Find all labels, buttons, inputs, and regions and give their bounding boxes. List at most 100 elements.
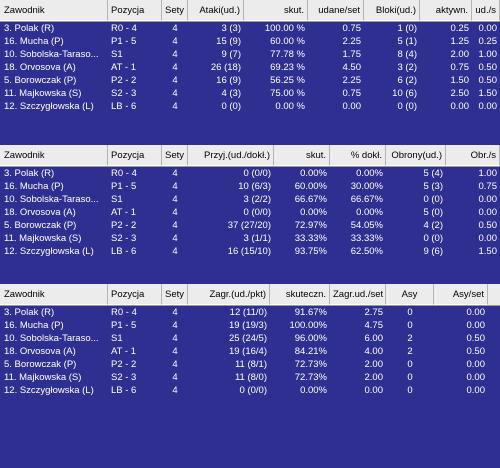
table-cell: 0 — [407, 385, 413, 396]
table-cell: 19 (19/3) — [228, 320, 267, 331]
player-name-cell: 10. Sobolska-Taraso... — [4, 194, 99, 205]
table-row[interactable]: 16. Mucha (P) P1 - 5 4 10 (6/3) 60.00% 30.00%… — [0, 180, 500, 193]
column-header[interactable]: % dokł. — [330, 145, 386, 166]
table-cell: 0.00 — [466, 320, 486, 331]
table-cell: 75.00 % — [270, 88, 305, 99]
table-cell: 0 — [407, 320, 413, 331]
column-header[interactable]: skut. — [274, 145, 330, 166]
table-row[interactable]: 11. Majkowska (S) S2 - 3 4 3 (1/1) 33.33% 33.… — [0, 232, 500, 245]
table-cell: 66.67% — [294, 194, 327, 205]
table-cell: 96.00% — [294, 333, 327, 344]
table-row[interactable]: 10. Sobolska-Taraso... S1 4 25 (24/5) 96.00%… — [0, 332, 500, 345]
table-cell: 0.00 — [478, 207, 498, 218]
column-header[interactable]: Sety — [162, 0, 188, 21]
table-cell: 0.00 — [450, 101, 470, 112]
table-row[interactable]: 5. Borowczak (P) P2 - 2 4 37 (27/20) 72.97% 5… — [0, 219, 500, 232]
column-header[interactable]: Pozycja — [108, 145, 162, 166]
table-cell: 72.97% — [294, 220, 327, 231]
column-header[interactable]: Sety — [162, 145, 188, 166]
column-header[interactable]: udane/set — [308, 0, 364, 21]
table-row[interactable]: 12. Szczygłowska (L) LB - 6 4 0 (0/0) 0.00% 0… — [0, 384, 500, 397]
table-cell: 4 — [172, 194, 178, 205]
table-cell: 0.00 % — [275, 101, 305, 112]
table-cell: 4 (2) — [423, 220, 443, 231]
table-cell: 0.50 — [478, 220, 498, 231]
table-cell: 0.75 — [450, 62, 470, 73]
table-row[interactable]: 3. Polak (R) R0 - 4 4 12 (11/0) 91.67% 2.75 0 0… — [0, 306, 500, 319]
column-header[interactable]: Przyj.(ud./dokł.) — [188, 145, 274, 166]
column-header[interactable]: Zawodnik — [0, 284, 108, 305]
column-header-row: Zawodnik Pozycja Sety Zagr.(ud./pkt) skutecz… — [0, 284, 500, 306]
table-cell: 0.50 — [478, 75, 498, 86]
table-row[interactable]: 16. Mucha (P) P1 - 5 4 15 (9) 60.00 % 2.25 5 (… — [0, 35, 500, 48]
column-header[interactable]: Bloki(ud.) — [364, 0, 420, 21]
table-row[interactable]: 12. Szczygłowska (L) LB - 6 4 0 (0) 0.00 % 0.… — [0, 100, 500, 113]
column-header[interactable]: ud./s — [472, 0, 500, 21]
column-header[interactable]: Zagr.ud./set — [330, 284, 386, 305]
attack-block-stats-table: Zawodnik Pozycja Sety Ataki(ud.) skut. udane/… — [0, 0, 500, 113]
table-row[interactable]: 11. Majkowska (S) S2 - 3 4 11 (8/0) 72.73% 2.… — [0, 371, 500, 384]
column-header[interactable]: Zagr.(ud./pkt) — [188, 284, 270, 305]
table-cell: 3 (2) — [397, 62, 417, 73]
table-cell: 4 — [172, 75, 178, 86]
table-cell: 30.00% — [350, 181, 383, 192]
table-row[interactable]: 5. Borowczak (P) P2 - 2 4 11 (8/1) 72.73% 2.0… — [0, 358, 500, 371]
table-row[interactable]: 3. Polak (R) R0 - 4 4 0 (0/0) 0.00% 0.00% 5 (4… — [0, 167, 500, 180]
table-row[interactable]: 3. Polak (R) R0 - 4 4 3 (3) 100.00 % 0.75 1 (0… — [0, 22, 500, 35]
column-header[interactable]: Asy — [386, 284, 434, 305]
table-cell: 2.00 — [364, 372, 384, 383]
column-header[interactable]: Ataki(ud.) — [188, 0, 244, 21]
table-cell: 4 — [172, 233, 178, 244]
table-row[interactable]: 10. Sobolska-Taraso... S1 4 3 (2/2) 66.67% 66… — [0, 193, 500, 206]
table-cell: 6.00 — [364, 333, 384, 344]
table-cell: 62.50% — [350, 246, 383, 257]
table-row[interactable]: 5. Borowczak (P) P2 - 2 4 16 (9) 56.25 % 2.25… — [0, 74, 500, 87]
table-cell: 72.73% — [294, 372, 327, 383]
column-header[interactable]: Sety — [162, 284, 188, 305]
table-cell: 0.25 — [478, 36, 498, 47]
table-cell: 15 (9) — [216, 36, 241, 47]
table-cell: 54.05% — [350, 220, 383, 231]
player-name-cell: 18. Orvosova (A) — [4, 346, 76, 357]
table-row[interactable]: 16. Mucha (P) P1 - 5 4 19 (19/3) 100.00% 4.75… — [0, 319, 500, 332]
table-cell: 16 (9) — [216, 75, 241, 86]
column-header[interactable]: Asy/set — [434, 284, 488, 305]
player-name-cell: 11. Majkowska (S) — [4, 372, 82, 383]
table-cell: 4 (3) — [221, 88, 241, 99]
table-cell: S2 - 3 — [111, 372, 137, 383]
table-cell: 1.00 — [478, 168, 498, 179]
table-cell: 4 — [172, 333, 178, 344]
player-name-cell: 10. Sobolska-Taraso... — [4, 49, 99, 60]
table-cell: R0 - 4 — [111, 168, 137, 179]
table-row[interactable]: 18. Orvosova (A) AT - 1 4 26 (18) 69.23 % 4.5… — [0, 61, 500, 74]
table-cell: 0.00% — [300, 168, 327, 179]
table-cell: 4 — [172, 101, 178, 112]
table-cell: 0.25 — [450, 23, 470, 34]
table-row[interactable]: 18. Orvosova (A) AT - 1 4 19 (16/4) 84.21% 4.… — [0, 345, 500, 358]
table-cell: R0 - 4 — [111, 23, 137, 34]
table-cell: P2 - 2 — [111, 220, 137, 231]
table-cell: 0 — [407, 307, 413, 318]
column-header[interactable]: skuteczn. — [270, 284, 330, 305]
player-name-cell: 11. Majkowska (S) — [4, 233, 82, 244]
table-cell: 4 — [172, 372, 178, 383]
column-header[interactable]: aktywn. — [420, 0, 472, 21]
table-row[interactable]: 18. Orvosova (A) AT - 1 4 0 (0/0) 0.00% 0.00%… — [0, 206, 500, 219]
player-name-cell: 12. Szczygłowska (L) — [4, 101, 94, 112]
table-cell: 4 — [172, 168, 178, 179]
table-cell: 91.67% — [294, 307, 327, 318]
column-header[interactable]: Obr./s — [446, 145, 500, 166]
table-row[interactable]: 11. Majkowska (S) S2 - 3 4 4 (3) 75.00 % 0.75… — [0, 87, 500, 100]
table-row[interactable]: 10. Sobolska-Taraso... S1 4 9 (7) 77.78 % 1.7… — [0, 48, 500, 61]
table-cell: 0.00 — [478, 23, 498, 34]
column-header[interactable]: Zawodnik — [0, 145, 108, 166]
table-row[interactable]: 12. Szczygłowska (L) LB - 6 4 16 (15/10) 93.… — [0, 245, 500, 258]
column-header[interactable]: Obrony(ud.) — [386, 145, 446, 166]
table-cell: 11 (8/1) — [234, 359, 267, 370]
column-header[interactable]: Pozycja — [108, 284, 162, 305]
column-header[interactable]: Zawodnik — [0, 0, 108, 21]
table-cell: 1 (0) — [397, 23, 417, 34]
column-header[interactable]: Pozycja — [108, 0, 162, 21]
column-header[interactable]: skut. — [244, 0, 308, 21]
table-cell: 93.75% — [294, 246, 327, 257]
